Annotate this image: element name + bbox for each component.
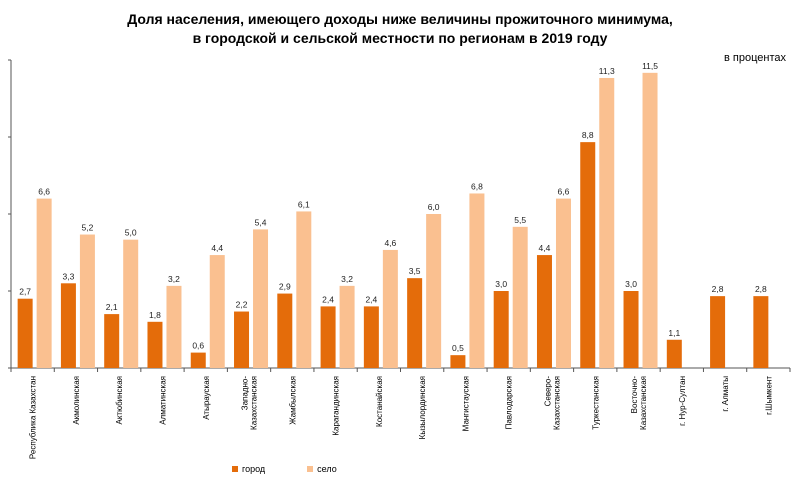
category-label: Казахстанская [250, 376, 259, 430]
data-label: 5,2 [82, 223, 94, 233]
category-label: Актюбинская [115, 376, 124, 425]
bar-city [277, 293, 293, 368]
bar-city [320, 306, 336, 368]
data-label: 2,9 [279, 282, 291, 292]
bar-city [234, 311, 250, 368]
bar-village [555, 198, 571, 368]
data-label: 2,1 [106, 302, 118, 312]
data-label: 6,6 [558, 187, 570, 197]
category-label: Западно- [241, 376, 250, 411]
category-label: Акмолинская [72, 376, 81, 425]
bar-village [296, 211, 312, 368]
bar-village [123, 239, 139, 368]
bar-village [599, 77, 615, 368]
bar-city [493, 291, 509, 368]
data-label: 0,6 [192, 341, 204, 351]
chart-title-line1: Доля населения, имеющего доходы ниже вел… [127, 11, 673, 27]
legend: город село [232, 464, 337, 474]
data-label: 3,2 [341, 274, 353, 284]
bar-city [363, 306, 379, 368]
chart-title: Доля населения, имеющего доходы ниже вел… [0, 10, 800, 48]
legend-item-city: город [232, 464, 265, 474]
data-label: 6,8 [471, 181, 483, 191]
legend-swatch-city [232, 466, 238, 472]
bar-village [209, 255, 225, 368]
legend-label-village: село [317, 464, 337, 474]
category-label: Казахстанская [639, 376, 648, 430]
bar-village [79, 234, 95, 368]
bar-village [36, 198, 52, 368]
data-label: 6,1 [298, 199, 310, 209]
category-label: Жамбылская [288, 376, 297, 425]
category-label: Кызылординская [418, 376, 427, 439]
bar-city [190, 352, 206, 368]
data-label: 8,8 [582, 130, 594, 140]
data-label: 11,3 [599, 66, 615, 76]
category-label: г. Алматы [721, 376, 730, 412]
legend-label-city: город [242, 464, 266, 474]
data-label: 11,5 [642, 61, 658, 71]
data-label: 2,4 [322, 294, 334, 304]
bar-city [580, 142, 596, 368]
bar-city [407, 278, 423, 368]
category-label: г.Шымкент [764, 376, 773, 415]
bar-village [512, 226, 528, 368]
category-label: Костанайская [375, 376, 384, 427]
bar-city [623, 291, 639, 368]
bar-city [450, 355, 466, 368]
data-label: 1,1 [668, 328, 680, 338]
data-label: 5,4 [255, 217, 267, 227]
data-label: 1,8 [149, 310, 161, 320]
bar-village [253, 229, 269, 368]
category-label: Мангистауская [461, 376, 470, 431]
data-label: 4,4 [539, 243, 551, 253]
bar-village [339, 285, 355, 368]
bar-city [666, 339, 682, 368]
data-label: 2,4 [365, 294, 377, 304]
data-label: 5,0 [125, 228, 137, 238]
bar-village [642, 72, 658, 368]
bar-city [710, 296, 726, 368]
bar-city [17, 298, 33, 368]
category-label: Алматинская [158, 376, 167, 425]
bar-city [60, 283, 76, 368]
data-label: 6,0 [428, 202, 440, 212]
bar-village [469, 193, 485, 368]
bar-village [426, 214, 442, 368]
data-label: 3,2 [168, 274, 180, 284]
bar-village [166, 285, 182, 368]
data-label: 4,6 [384, 238, 396, 248]
category-label: Павлодарская [505, 376, 514, 429]
bar-village [382, 249, 398, 368]
data-label: 2,2 [236, 300, 248, 310]
legend-swatch-village [307, 466, 314, 472]
data-label: 3,0 [495, 279, 507, 289]
category-label: Атырауская [202, 376, 211, 420]
data-label: 3,5 [409, 266, 421, 276]
legend-item-village: село [307, 464, 337, 474]
category-label: Туркестанская [591, 376, 600, 430]
unit-label: в процентах [724, 52, 786, 64]
bar-city [753, 296, 769, 368]
data-label: 5,5 [514, 215, 526, 225]
data-label: 6,6 [38, 187, 50, 197]
data-label: 2,8 [712, 284, 724, 294]
category-label: Карагандинская [332, 376, 341, 436]
data-label: 0,5 [452, 343, 464, 353]
data-label: 2,7 [19, 287, 31, 297]
data-label: 4,4 [211, 243, 223, 253]
data-label: 3,3 [63, 271, 75, 281]
category-label: г. Нур-Султан [678, 376, 687, 426]
category-label: Северо- [543, 376, 552, 407]
bar-city [104, 314, 120, 368]
chart-title-line2: в городской и сельской местности по реги… [192, 30, 608, 46]
data-label: 2,8 [755, 284, 767, 294]
bar-city [147, 321, 163, 368]
category-label: Республика Казахстан [29, 376, 38, 459]
category-label: Казахстанская [552, 376, 561, 430]
data-label: 3,0 [625, 279, 637, 289]
bar-city [536, 255, 552, 368]
category-label: Восточно- [630, 376, 639, 414]
